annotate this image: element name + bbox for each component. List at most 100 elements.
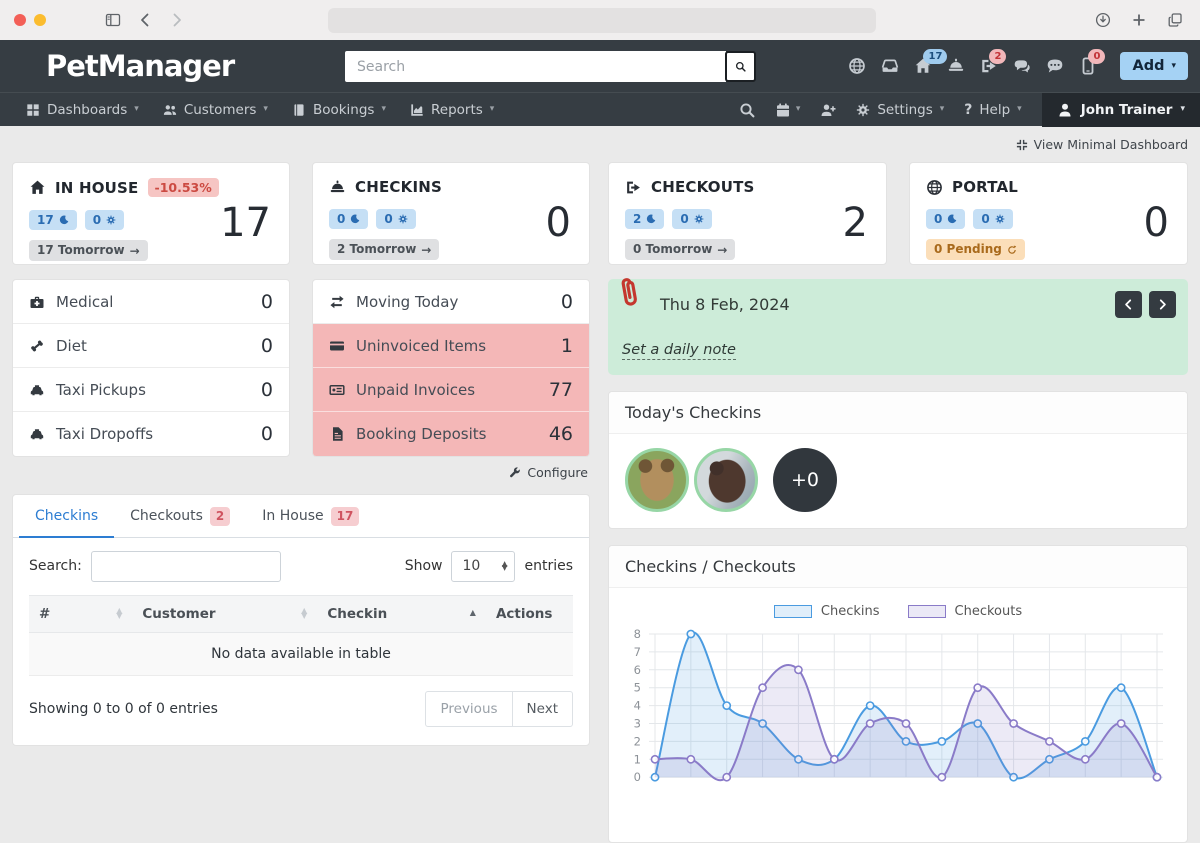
gear-icon (106, 215, 116, 225)
minimize-window-button[interactable] (34, 14, 46, 26)
arrow-right-icon: → (717, 242, 728, 257)
quick-search-icon[interactable] (739, 102, 755, 118)
address-bar[interactable] (328, 8, 876, 33)
window-controls[interactable] (14, 14, 66, 26)
sort-icon: ▲ ▼ (301, 606, 308, 620)
quick-row-booking-deposits[interactable]: Booking Deposits 46 (313, 412, 589, 456)
quick-row-unpaid-invoices[interactable]: Unpaid Invoices 77 (313, 368, 589, 412)
browser-chrome (0, 0, 1200, 40)
more-checkins-button[interactable]: +0 (773, 448, 837, 512)
delta-badge: -10.53% (147, 178, 219, 197)
column-header-actions: Actions (485, 594, 573, 633)
show-entries-select[interactable]: 10 ▲ ▼ (451, 550, 516, 582)
checkouts-icon[interactable]: 2 (980, 49, 1007, 75)
daycare-count-pill[interactable]: 0 (84, 210, 125, 231)
global-search-input[interactable] (345, 51, 726, 82)
overnight-count-pill[interactable]: 2 (625, 209, 665, 230)
overnight-count-pill[interactable]: 17 (29, 210, 77, 231)
calendar-icon[interactable]: ▾ (775, 102, 800, 118)
empty-table-message: No data available in table (29, 632, 573, 676)
pending-pill[interactable]: 0 Pending (926, 239, 1025, 260)
configure-link[interactable]: Configure (14, 465, 588, 480)
app-logo[interactable]: PetManager (46, 49, 235, 83)
menu-customers[interactable]: Customers ▾ (163, 102, 268, 118)
legend-checkins[interactable]: Checkins (773, 604, 880, 619)
pet-avatar[interactable] (625, 448, 689, 512)
house-icon (29, 179, 46, 196)
global-search-button[interactable] (725, 51, 756, 82)
column-header-checkin[interactable]: Checkin ▲ (317, 594, 486, 633)
add-button[interactable]: Add ▾ (1120, 52, 1188, 80)
mobile-icon[interactable]: 0 (1079, 49, 1106, 75)
banner-date: Thu 8 Feb, 2024 (660, 295, 790, 314)
overnight-count-pill[interactable]: 0 (329, 209, 369, 230)
menu-settings[interactable]: Settings ▾ (856, 102, 944, 118)
tab-checkouts[interactable]: Checkouts 2 (114, 495, 246, 538)
legend-checkouts[interactable]: Checkouts (907, 604, 1022, 619)
comments-icon[interactable] (1013, 57, 1031, 75)
previous-page-button[interactable]: Previous (425, 690, 513, 727)
quick-row-moving-today[interactable]: Moving Today 0 (313, 280, 589, 324)
tomorrow-pill[interactable]: 2 Tomorrow → (329, 239, 440, 260)
quick-row-taxi-dropoffs[interactable]: Taxi Dropoffs 0 (13, 412, 289, 456)
tab-in-house[interactable]: In House 17 (246, 495, 375, 538)
download-icon[interactable] (1092, 9, 1114, 31)
chat-icon[interactable] (1046, 57, 1064, 75)
previous-day-button[interactable] (1115, 291, 1142, 318)
gear-icon (398, 214, 408, 224)
tab-overview-icon[interactable] (1164, 9, 1186, 31)
in-house-icon[interactable]: 17 (914, 49, 948, 75)
daycare-count-pill[interactable]: 0 (672, 209, 712, 230)
overnight-count-pill[interactable]: 0 (926, 209, 966, 230)
view-minimal-dashboard-link[interactable]: View Minimal Dashboard (12, 137, 1188, 152)
checkins-bell-icon[interactable] (947, 57, 965, 75)
globe-icon (926, 179, 943, 196)
menu-bar: Dashboards ▾ Customers ▾ Bookings ▾ Reports… (0, 92, 1200, 127)
tomorrow-pill[interactable]: 17 Tomorrow → (29, 240, 148, 261)
forward-icon[interactable] (166, 9, 188, 31)
close-window-button[interactable] (14, 14, 26, 26)
new-tab-icon[interactable] (1128, 9, 1150, 31)
tomorrow-pill[interactable]: 0 Tomorrow → (625, 239, 736, 260)
menu-dashboards[interactable]: Dashboards ▾ (26, 102, 139, 118)
sidebar-toggle-icon[interactable] (102, 9, 124, 31)
refresh-icon (1007, 245, 1017, 255)
quick-row-taxi-pickups[interactable]: Taxi Pickups 0 (13, 368, 289, 412)
tab-checkins[interactable]: Checkins (19, 495, 115, 538)
caret-down-icon: ▾ (939, 104, 945, 114)
legend-swatch (773, 605, 812, 618)
legend-swatch (907, 605, 946, 618)
inbox-icon[interactable] (881, 57, 899, 75)
mobile-count-badge: 0 (1088, 49, 1106, 64)
column-header-number[interactable]: # ▲ ▼ (29, 594, 133, 633)
menu-help[interactable]: ? Help ▾ (964, 101, 1022, 118)
table-search-input[interactable] (90, 550, 281, 582)
pet-avatar[interactable] (694, 448, 758, 512)
quick-row-medical[interactable]: Medical 0 (13, 280, 289, 324)
money-check-icon (329, 382, 345, 398)
caret-down-icon: ▾ (489, 104, 495, 114)
daycare-count-pill[interactable]: 0 (376, 209, 416, 230)
quick-row-uninvoiced-items[interactable]: Uninvoiced Items 1 (313, 324, 589, 368)
next-page-button[interactable]: Next (512, 690, 573, 727)
next-day-button[interactable] (1149, 291, 1176, 318)
taxi-icon (29, 382, 45, 398)
add-customer-icon[interactable] (820, 102, 836, 118)
portal-globe-icon[interactable] (848, 57, 866, 75)
checkouts-count-badge: 2 (989, 49, 1007, 64)
menu-reports[interactable]: Reports ▾ (410, 102, 494, 118)
signout-icon (625, 179, 642, 196)
daycare-count-pill[interactable]: 0 (973, 209, 1013, 230)
back-icon[interactable] (134, 9, 156, 31)
quick-row-diet[interactable]: Diet 0 (13, 324, 289, 368)
moon-icon (59, 215, 69, 225)
user-menu[interactable]: John Trainer ▾ (1041, 92, 1200, 127)
bell-icon (329, 179, 346, 196)
column-header-customer[interactable]: Customer ▲ ▼ (132, 594, 318, 633)
svg-text:7: 7 (634, 645, 641, 659)
zoom-window-button[interactable] (54, 14, 66, 26)
caret-down-icon: ▾ (263, 104, 268, 114)
set-daily-note-link[interactable]: Set a daily note (622, 342, 736, 360)
stat-title: PORTAL (952, 178, 1019, 196)
menu-bookings[interactable]: Bookings ▾ (292, 102, 386, 118)
